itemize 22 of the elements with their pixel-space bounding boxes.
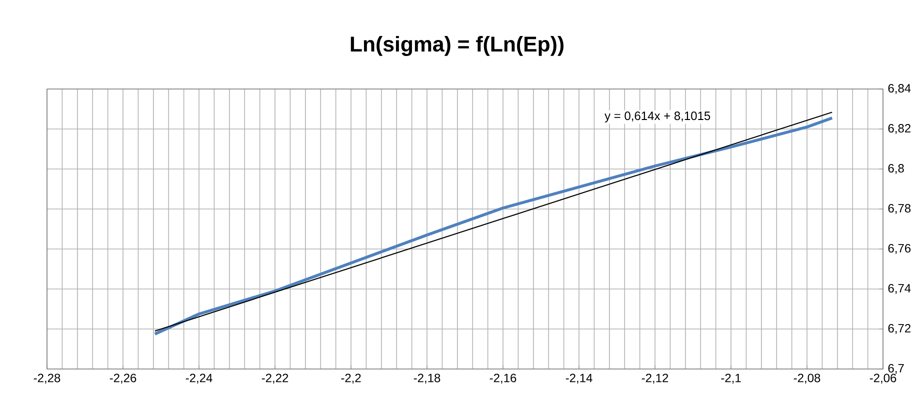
- x-tick-label: -2,12: [642, 374, 668, 384]
- x-tick-label: -2,06: [870, 374, 896, 384]
- annotation: y = 0,614x + 8,1015: [604, 112, 710, 122]
- y-tick-label: 6,76: [888, 244, 911, 254]
- x-tick-label: -2,1: [721, 374, 741, 384]
- x-tick-label: -2,26: [110, 374, 136, 384]
- x-tick-label: -2,16: [490, 374, 516, 384]
- y-tick-label: 6,84: [888, 84, 911, 94]
- x-tick-label: -2,14: [566, 374, 592, 384]
- x-tick-label: -2,18: [414, 374, 440, 384]
- y-tick-label: 6,78: [888, 204, 911, 214]
- y-tick-label: 6,74: [888, 284, 911, 294]
- chart-title: Ln(sigma) = f(Ln(Ep)): [350, 36, 564, 56]
- y-tick-label: 6,8: [888, 164, 904, 174]
- x-tick-label: -2,2: [341, 374, 361, 384]
- x-tick-label: -2,22: [262, 374, 288, 384]
- y-tick-label: 6,72: [888, 324, 910, 334]
- y-tick-label: 6,7: [888, 364, 904, 374]
- y-tick-label: 6,82: [888, 124, 910, 134]
- x-tick-label: -2,24: [186, 374, 212, 384]
- x-tick-label: -2,28: [34, 374, 60, 384]
- x-tick-label: -2,08: [794, 374, 820, 384]
